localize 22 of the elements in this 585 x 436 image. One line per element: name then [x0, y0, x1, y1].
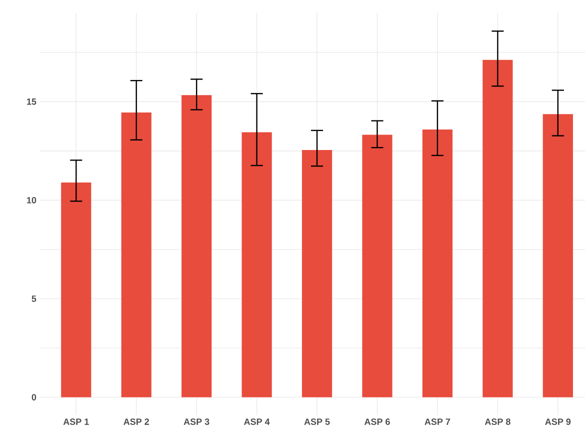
- x-tick-label: ASP 5: [304, 418, 330, 425]
- bar: [422, 129, 453, 398]
- y-tick-label: 15: [27, 98, 36, 105]
- x-tick-label: ASP 6: [364, 418, 390, 425]
- y-tick-label: 0: [32, 394, 36, 400]
- x-tick-label: ASP 8: [484, 418, 510, 425]
- x-tick-label: ASP 3: [184, 418, 210, 425]
- bar: [482, 60, 513, 398]
- x-tick-label: ASP 9: [545, 418, 571, 425]
- bar: [242, 132, 272, 398]
- bar: [302, 150, 332, 398]
- x-tick-label: ASP 2: [124, 418, 149, 425]
- bar: [182, 95, 212, 398]
- x-tick-label: ASP 1: [63, 418, 89, 425]
- x-tick-label: ASP 7: [424, 418, 450, 425]
- bar: [362, 134, 392, 398]
- bar: [542, 114, 573, 398]
- y-tick-label: 5: [32, 296, 36, 302]
- bar: [61, 182, 92, 398]
- bar: [121, 112, 152, 398]
- x-tick-label: ASP 4: [244, 418, 270, 425]
- y-tick-label: 10: [27, 197, 36, 204]
